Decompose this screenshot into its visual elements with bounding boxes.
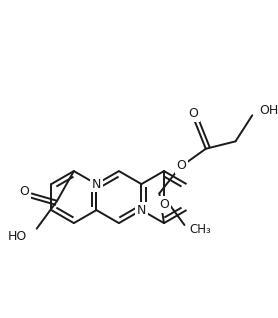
Text: O: O <box>159 198 169 211</box>
Text: O: O <box>177 159 187 172</box>
Text: N: N <box>137 204 146 217</box>
Text: N: N <box>92 177 101 190</box>
Text: O: O <box>188 107 198 120</box>
Text: O: O <box>19 185 29 198</box>
Text: HO: HO <box>8 230 28 243</box>
Text: CH₃: CH₃ <box>189 223 211 236</box>
Text: OH: OH <box>260 104 278 117</box>
